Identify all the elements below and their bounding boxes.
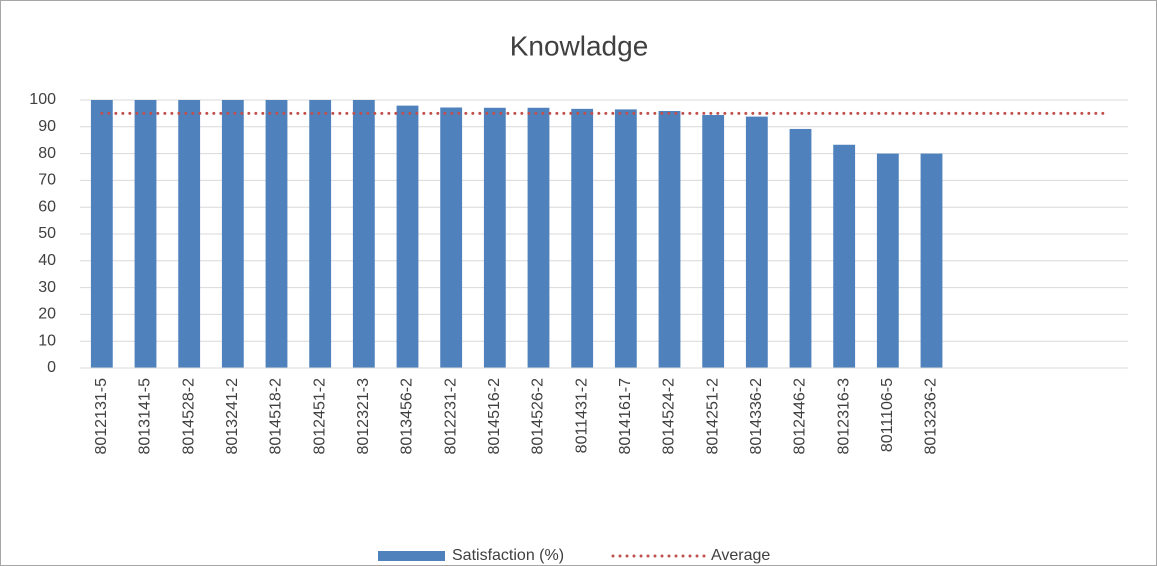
- x-tick-label: 8014516-2: [486, 378, 503, 455]
- bar: [789, 128, 812, 368]
- x-tick-label: 8013141-5: [137, 378, 154, 455]
- bar: [396, 105, 419, 369]
- x-tick-label: 8013236-2: [923, 378, 940, 455]
- y-tick-label: 60: [38, 198, 56, 215]
- x-tick-label: 8014526-2: [530, 378, 547, 455]
- x-tick-label: 8012131-5: [93, 378, 110, 455]
- legend-swatch: [378, 551, 445, 561]
- bar: [265, 100, 288, 368]
- y-tick-label: 20: [38, 306, 56, 323]
- bar: [702, 115, 725, 369]
- x-tick-label: 8012316-3: [835, 378, 852, 455]
- legend-label: Average: [711, 547, 770, 564]
- y-tick-label: 0: [47, 359, 56, 376]
- x-tick-label: 8012231-2: [442, 378, 459, 455]
- x-tick-label: 8014528-2: [180, 378, 197, 455]
- y-tick-label: 40: [38, 252, 56, 269]
- x-tick-label: 8012321-3: [355, 378, 372, 455]
- bar: [614, 109, 637, 368]
- bar: [221, 100, 244, 368]
- y-tick-label: 30: [38, 279, 56, 296]
- bar: [134, 100, 157, 368]
- y-tick-label: 50: [38, 225, 56, 242]
- x-tick-label: 8012446-2: [792, 378, 809, 455]
- x-tick-label: 8014251-2: [704, 378, 721, 455]
- y-tick-label: 70: [38, 172, 56, 189]
- bar: [90, 100, 113, 368]
- x-tick-label: 8011431-2: [573, 378, 590, 453]
- bar: [920, 153, 943, 368]
- x-tick-label: 8012451-2: [311, 378, 328, 455]
- bar: [440, 107, 463, 368]
- y-tick-label: 10: [38, 332, 56, 349]
- bar: [309, 100, 332, 368]
- bar: [352, 100, 375, 368]
- x-tick-label: 8013456-2: [399, 378, 416, 455]
- bar: [876, 153, 899, 368]
- x-tick-label: 8013241-2: [224, 378, 241, 455]
- x-tick-label: 8014518-2: [268, 378, 285, 455]
- x-tick-label: 8014524-2: [661, 378, 678, 455]
- x-tick-label: 8014161-7: [617, 378, 634, 455]
- x-tick-label: 8011106-5: [879, 378, 896, 452]
- chart-title: Knowladge: [510, 30, 649, 61]
- y-tick-label: 90: [38, 118, 56, 135]
- bar: [658, 110, 681, 368]
- bar: [745, 116, 768, 368]
- bar: [483, 107, 506, 368]
- bar: [571, 108, 594, 369]
- x-tick-label: 8014336-2: [748, 378, 765, 455]
- legend-label: Satisfaction (%): [452, 547, 564, 564]
- y-tick-label: 80: [38, 145, 56, 162]
- bar: [527, 107, 550, 368]
- bar: [833, 144, 856, 368]
- y-tick-label: 100: [29, 91, 56, 108]
- bar: [178, 100, 201, 368]
